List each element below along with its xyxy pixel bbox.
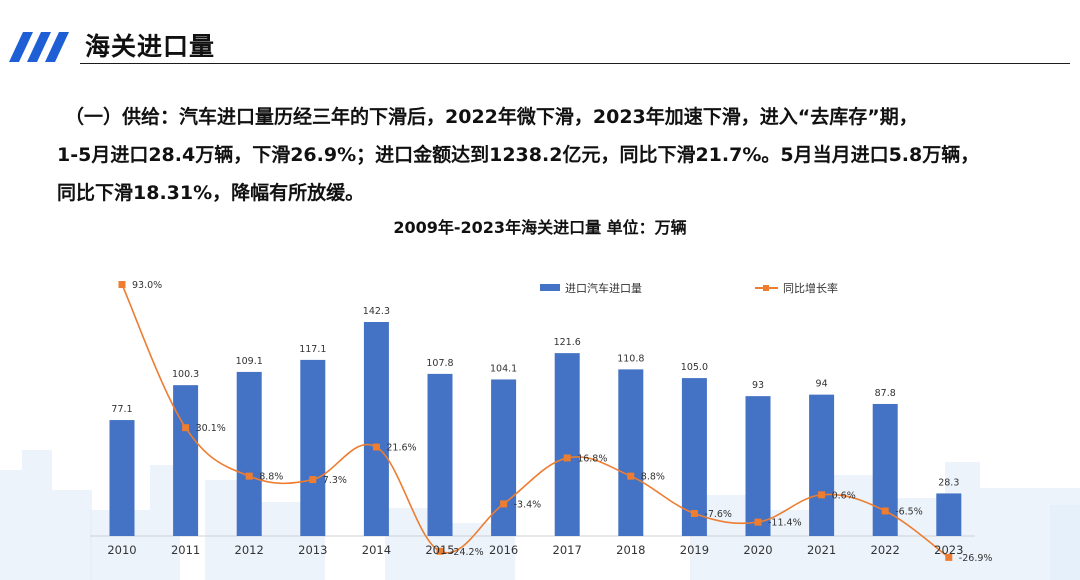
rate-value-label: -7.6% bbox=[704, 509, 732, 520]
bar-value-label: 87.8 bbox=[875, 388, 896, 399]
bar-value-label: 94 bbox=[816, 379, 828, 390]
rate-value-label: -3.4% bbox=[514, 499, 542, 510]
bar-value-label: 28.3 bbox=[938, 477, 959, 488]
paragraph-line-3: 同比下滑18.31%，降幅有所放缓。 bbox=[57, 182, 365, 204]
bar-value-label: 142.3 bbox=[363, 306, 390, 317]
rate-value-label: 8.8% bbox=[259, 472, 283, 483]
bar bbox=[809, 394, 835, 536]
rate-value-label: -6.5% bbox=[895, 506, 923, 517]
rate-marker bbox=[563, 454, 571, 462]
x-tick-label: 2021 bbox=[807, 543, 836, 557]
bar-value-label: 77.1 bbox=[111, 404, 132, 415]
skyline-block bbox=[22, 450, 52, 580]
bar-value-label: 117.1 bbox=[299, 344, 326, 355]
rate-marker bbox=[754, 518, 762, 526]
x-tick-label: 2016 bbox=[489, 543, 518, 557]
rate-value-label: 8.8% bbox=[641, 472, 665, 483]
bar bbox=[554, 353, 580, 536]
legend-label-bar: 进口汽车进口量 bbox=[565, 281, 642, 295]
x-tick-label: 2011 bbox=[171, 543, 200, 557]
bar-value-label: 93 bbox=[752, 380, 764, 391]
bar-value-label: 121.6 bbox=[554, 337, 581, 348]
rate-value-label: 7.3% bbox=[323, 475, 347, 486]
rate-marker bbox=[690, 509, 698, 517]
rate-marker bbox=[627, 472, 635, 480]
import-volume-chart: 进口汽车进口量 同比增长率 77.1 100.3 109.1 117.1 142.3 10… bbox=[0, 280, 1080, 580]
rate-value-label: 16.8% bbox=[577, 453, 607, 464]
rate-marker bbox=[945, 553, 953, 561]
x-tick-label: 2023 bbox=[934, 543, 963, 557]
x-tick-label: 2020 bbox=[743, 543, 772, 557]
rate-marker bbox=[245, 472, 253, 480]
x-tick-label: 2019 bbox=[680, 543, 709, 557]
page-header: 海关进口量 bbox=[0, 0, 1080, 70]
bar-value-label: 107.8 bbox=[426, 358, 453, 369]
x-tick-label: 2022 bbox=[871, 543, 900, 557]
rate-value-label: -26.9% bbox=[959, 553, 993, 564]
bar bbox=[936, 493, 962, 536]
bar-value-label: 109.1 bbox=[236, 356, 263, 367]
rate-value-label: 93.0% bbox=[132, 280, 162, 291]
bar-value-label: 105.0 bbox=[681, 362, 708, 373]
x-tick-label: 2017 bbox=[553, 543, 582, 557]
bar bbox=[109, 420, 135, 536]
rate-value-label: -24.2% bbox=[450, 547, 484, 558]
bar-value-label: 110.8 bbox=[617, 353, 644, 364]
summary-paragraph: （一）供给：汽车进口量历经三年的下滑后，2022年微下滑，2023年加速下滑，进… bbox=[57, 98, 1057, 212]
bar bbox=[427, 373, 453, 536]
rate-marker bbox=[881, 507, 889, 515]
skyline-block bbox=[830, 475, 875, 580]
bar bbox=[173, 385, 199, 536]
x-tick-label: 2010 bbox=[107, 543, 136, 557]
page-title: 海关进口量 bbox=[85, 32, 216, 61]
rate-marker bbox=[500, 500, 508, 508]
x-tick-label: 2014 bbox=[362, 543, 391, 557]
legend-swatch-bar bbox=[540, 284, 560, 291]
bar-value-label: 100.3 bbox=[172, 369, 199, 380]
rate-value-label: -11.4% bbox=[768, 518, 802, 529]
stripes-logo-icon bbox=[9, 32, 69, 62]
chart-legend: 进口汽车进口量 同比增长率 bbox=[540, 281, 838, 295]
x-tick-label: 2012 bbox=[235, 543, 264, 557]
rate-value-label: 30.1% bbox=[196, 423, 226, 434]
bar-value-label: 104.1 bbox=[490, 363, 517, 374]
paragraph-line-2: 1-5月进口28.4万辆，下滑26.9%；进口金额达到1238.2亿元，同比下滑… bbox=[57, 144, 980, 166]
skyline-block bbox=[1050, 505, 1080, 580]
rate-marker bbox=[818, 491, 826, 499]
rate-marker bbox=[118, 281, 126, 289]
bar bbox=[363, 322, 389, 536]
header-divider bbox=[80, 63, 1070, 64]
rate-value-label: 0.6% bbox=[832, 490, 856, 501]
skyline-block bbox=[52, 490, 92, 580]
legend-label-line: 同比增长率 bbox=[783, 281, 838, 295]
rate-marker bbox=[309, 476, 317, 484]
x-tick-label: 2015 bbox=[425, 543, 454, 557]
x-tick-label: 2018 bbox=[616, 543, 645, 557]
x-tick-label: 2013 bbox=[298, 543, 327, 557]
rate-marker bbox=[436, 547, 444, 555]
skyline-block bbox=[0, 470, 22, 580]
bar bbox=[491, 379, 517, 536]
rate-value-label: 21.6% bbox=[386, 443, 416, 454]
chart-title: 2009年-2023年海关进口量 单位：万辆 bbox=[393, 218, 687, 237]
bar bbox=[236, 371, 262, 536]
paragraph-line-1: （一）供给：汽车进口量历经三年的下滑后，2022年微下滑，2023年加速下滑，进… bbox=[65, 106, 918, 128]
rate-marker bbox=[372, 443, 380, 451]
bar bbox=[618, 369, 644, 536]
legend-swatch-marker bbox=[763, 285, 769, 291]
rate-marker bbox=[182, 424, 190, 432]
bar bbox=[745, 396, 771, 536]
bar bbox=[300, 359, 326, 536]
